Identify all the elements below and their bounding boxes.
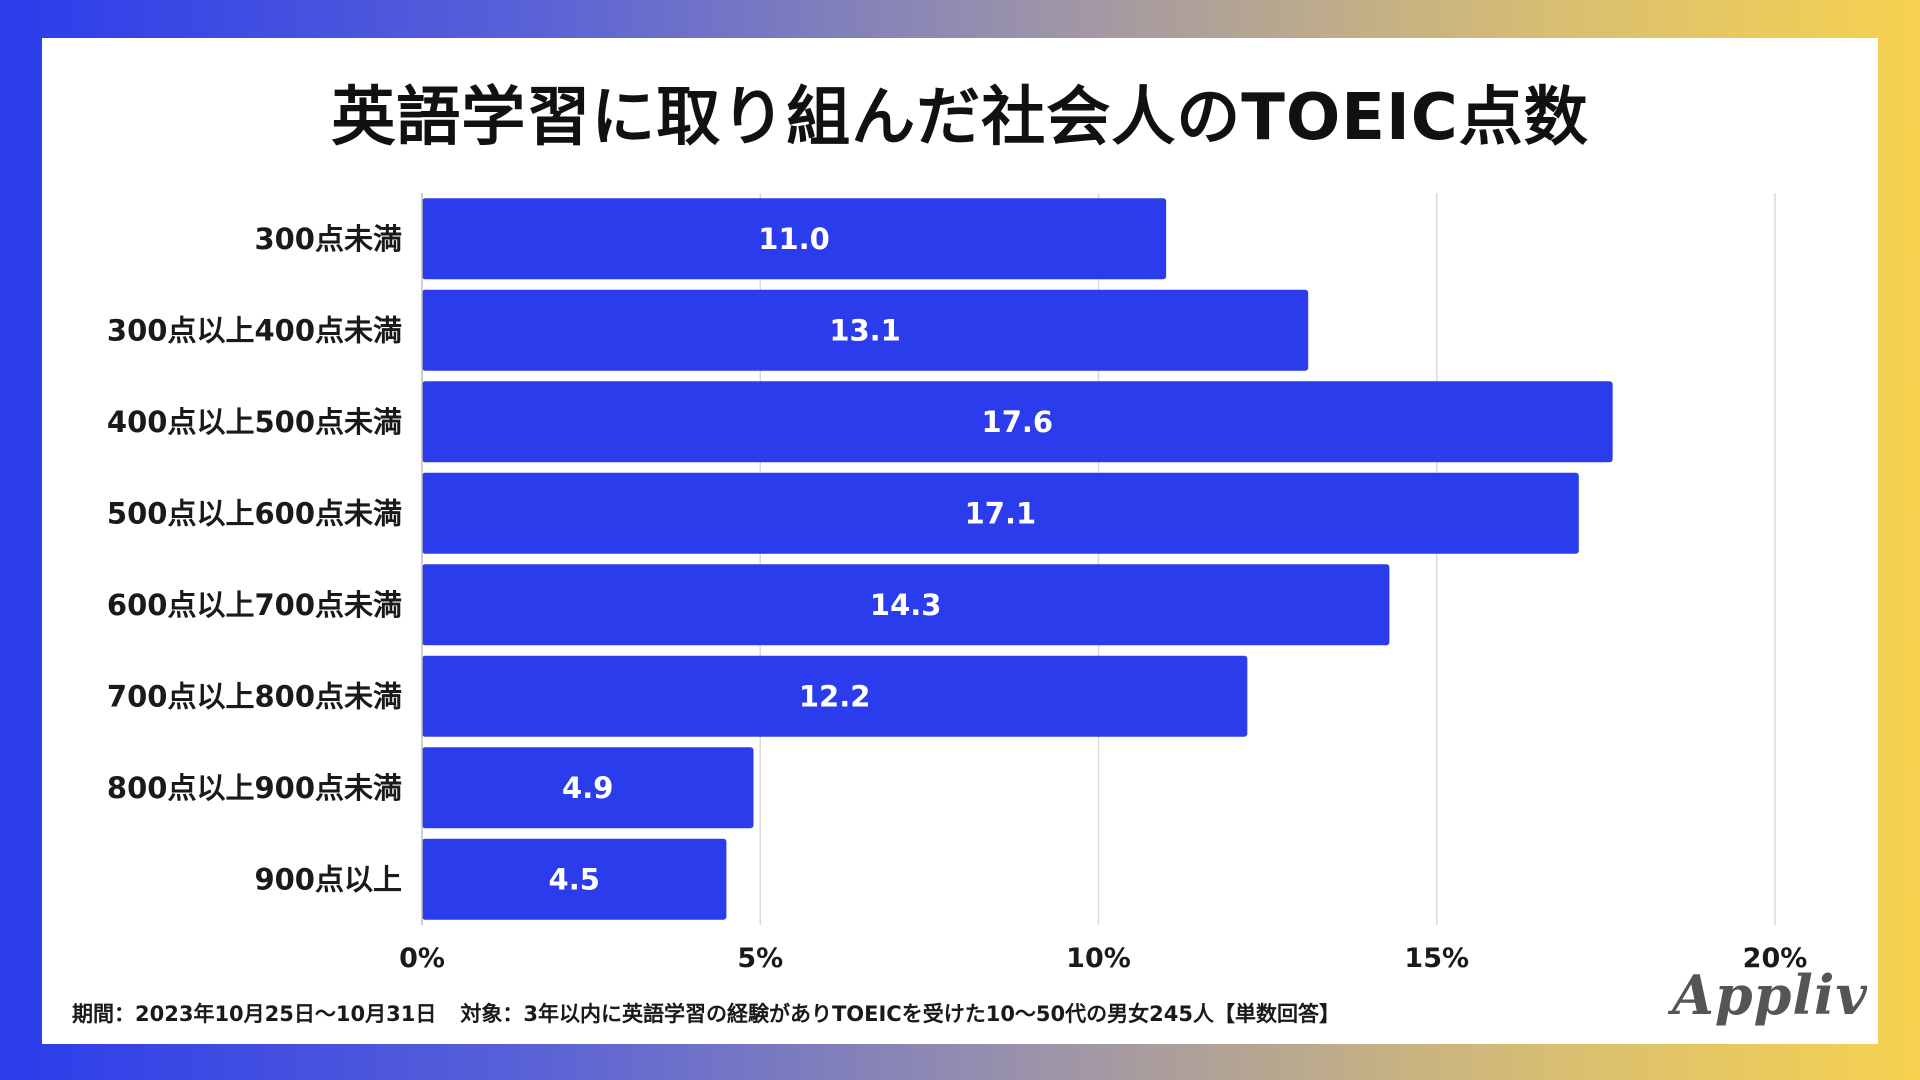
bar bbox=[422, 838, 727, 920]
category-label: 900点以上 bbox=[254, 862, 402, 896]
category-label: 400点以上500点未満 bbox=[107, 405, 402, 439]
bar-value-label: 17.1 bbox=[965, 496, 1037, 530]
survey-period: 期間：2023年10月25日〜10月31日 bbox=[72, 1002, 437, 1026]
category-label: 300点未満 bbox=[254, 222, 402, 256]
bar-value-label: 17.6 bbox=[982, 405, 1054, 439]
bar bbox=[422, 381, 1613, 463]
x-tick-label: 0% bbox=[399, 943, 445, 974]
x-tick-label: 5% bbox=[737, 943, 783, 974]
bar bbox=[422, 289, 1309, 371]
bar-value-label: 11.0 bbox=[758, 222, 830, 256]
x-tick-label: 15% bbox=[1404, 943, 1469, 974]
bar-value-label: 12.2 bbox=[799, 679, 871, 713]
category-label: 800点以上900点未満 bbox=[107, 771, 402, 805]
bar-value-label: 4.9 bbox=[562, 771, 613, 805]
bar-value-label: 14.3 bbox=[870, 588, 942, 622]
category-label: 300点以上400点未満 bbox=[107, 313, 402, 347]
x-tick-label: 10% bbox=[1066, 943, 1131, 974]
bar bbox=[422, 655, 1248, 737]
bar bbox=[422, 472, 1579, 554]
category-label: 600点以上700点未満 bbox=[107, 588, 402, 622]
chart-title: 英語学習に取り組んだ社会人のTOEIC点数 bbox=[331, 81, 1589, 155]
bar-value-label: 4.5 bbox=[549, 862, 600, 896]
bar-chart: 11.0 300点未満 13.1 300点以上400点未満 17.6 400点以上500点… bbox=[107, 193, 1808, 974]
category-label: 500点以上600点未満 bbox=[107, 496, 402, 530]
appliv-logo: Appliv bbox=[1672, 963, 1868, 1027]
survey-footnote: 期間：2023年10月25日〜10月31日 対象：3年以内に英語学習の経験がありT… bbox=[72, 998, 1340, 1028]
bar bbox=[422, 198, 1167, 280]
bar-value-label: 13.1 bbox=[829, 313, 901, 347]
x-tick-label: 20% bbox=[1743, 943, 1808, 974]
category-label: 700点以上800点未満 bbox=[107, 679, 402, 713]
bar bbox=[422, 564, 1390, 646]
survey-target: 対象：3年以内に英語学習の経験がありTOEICを受けた10〜50代の男女245人… bbox=[460, 1002, 1340, 1026]
chart-card: 英語学習に取り組んだ社会人のTOEIC点数 11.0 300点未満 13.1 300点… bbox=[42, 38, 1878, 1044]
bar bbox=[422, 747, 754, 829]
